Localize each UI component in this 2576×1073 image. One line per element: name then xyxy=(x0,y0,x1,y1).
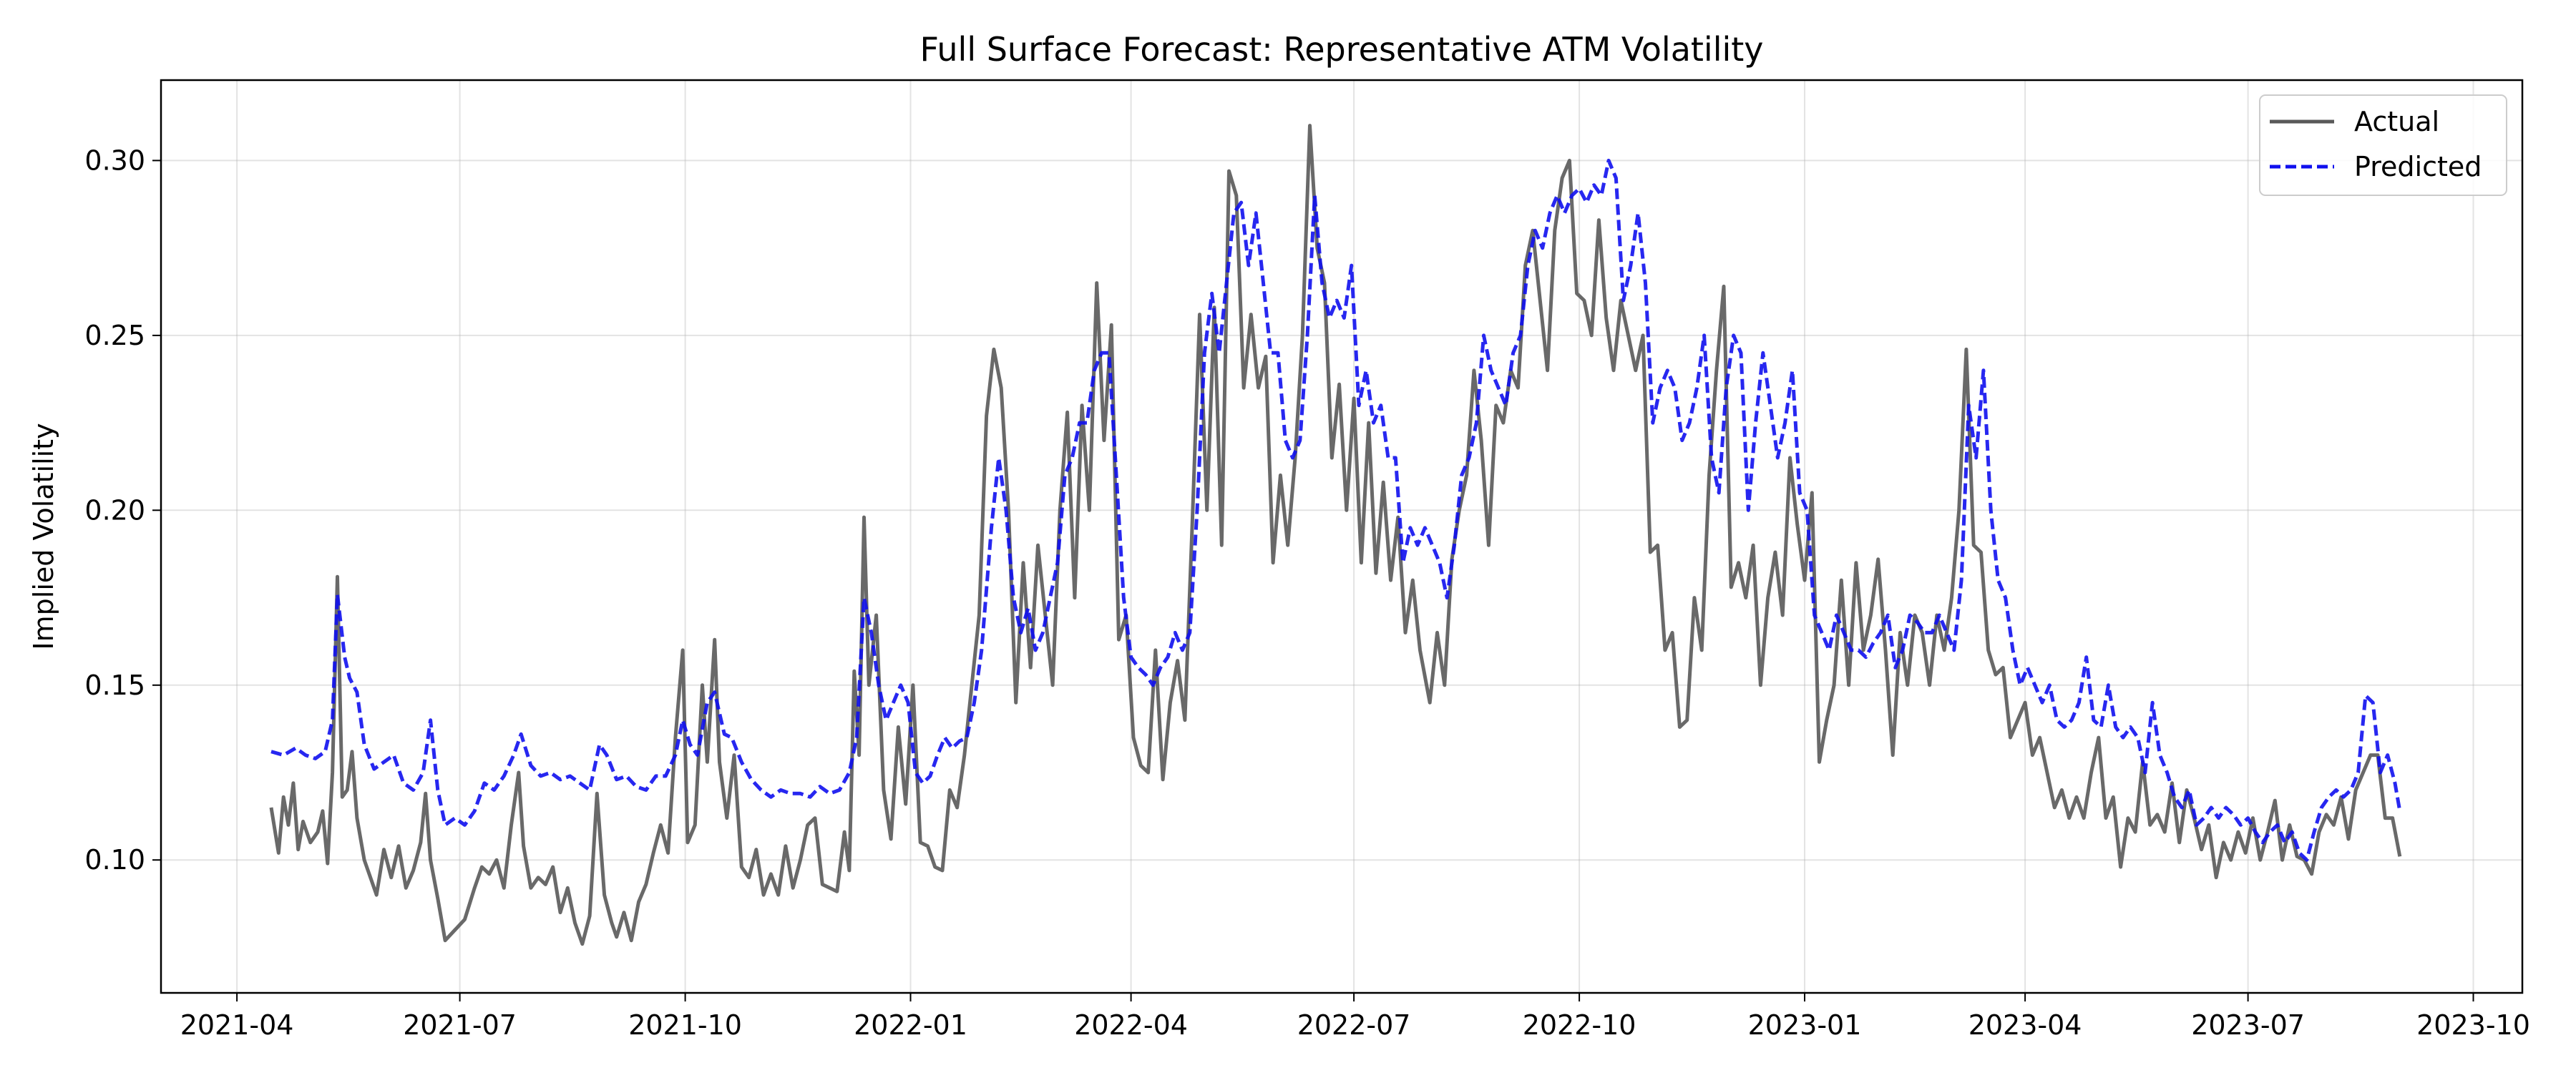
y-tick-label: 0.20 xyxy=(84,494,145,526)
legend-predicted-label: Predicted xyxy=(2354,151,2482,182)
x-tick-label: 2023-01 xyxy=(1748,1009,1862,1041)
legend-actual-label: Actual xyxy=(2354,106,2439,137)
chart-title: Full Surface Forecast: Representative AT… xyxy=(919,30,1763,69)
x-tick-label: 2021-07 xyxy=(403,1009,517,1041)
plot-frame xyxy=(160,79,2524,994)
plot-area xyxy=(269,124,2402,946)
predicted-series-line xyxy=(270,158,2402,862)
y-tick-label: 0.15 xyxy=(84,670,145,701)
y-axis-label: Implied Volatility xyxy=(28,423,59,650)
x-tick-label: 2022-04 xyxy=(1074,1009,1188,1041)
x-tick-label: 2023-04 xyxy=(1968,1009,2082,1041)
axes-ticks: 2021-04 2021-07 2021-10 2022-01 2022-04 2022-… xyxy=(84,144,2530,1041)
x-tick-label: 2022-01 xyxy=(854,1009,967,1041)
x-tick-label: 2022-07 xyxy=(1297,1009,1411,1041)
x-tick-label: 2023-10 xyxy=(2416,1009,2530,1041)
y-tick-label: 0.25 xyxy=(84,320,145,351)
x-tick-label: 2022-10 xyxy=(1523,1009,1636,1041)
y-tick-label: 0.10 xyxy=(84,844,145,876)
legend: Actual Predicted xyxy=(2259,94,2507,196)
x-tick-label: 2021-04 xyxy=(180,1009,294,1041)
y-tick-label: 0.30 xyxy=(84,144,145,176)
x-tick-label: 2021-10 xyxy=(628,1009,742,1041)
actual-series-line xyxy=(269,124,2402,946)
x-tick-label: 2023-07 xyxy=(2191,1009,2305,1041)
grid xyxy=(161,80,2522,993)
